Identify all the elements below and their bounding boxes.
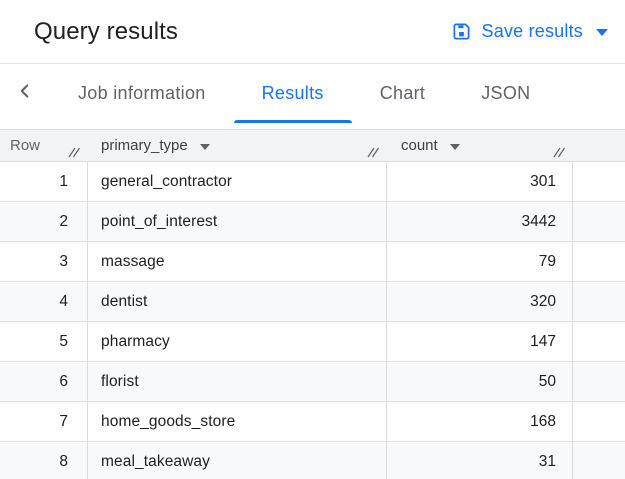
cell-filler xyxy=(573,402,625,441)
table-row: 1 general_contractor 301 xyxy=(0,162,625,202)
cell-count: 79 xyxy=(387,242,573,281)
cell-row-number: 3 xyxy=(0,242,88,281)
table-row: 4 dentist 320 xyxy=(0,282,625,322)
panel-header: Query results Save results xyxy=(0,0,625,64)
resize-handle-icon[interactable] xyxy=(68,147,81,158)
tab-chart[interactable]: Chart xyxy=(379,83,426,103)
table-row: 5 pharmacy 147 xyxy=(0,322,625,362)
cell-filler xyxy=(573,162,625,201)
cell-row-number: 1 xyxy=(0,162,88,201)
cell-primary-type: pharmacy xyxy=(88,322,387,361)
results-table: Row primary_type count xyxy=(0,129,625,479)
table-header-row: Row primary_type count xyxy=(0,129,625,162)
cell-primary-type: massage xyxy=(88,242,387,281)
column-header-filler xyxy=(573,130,625,161)
cell-primary-type: florist xyxy=(88,362,387,401)
save-icon xyxy=(452,22,471,41)
cell-count: 50 xyxy=(387,362,573,401)
column-header-count-label: count xyxy=(401,137,438,154)
column-header-primary-type-label: primary_type xyxy=(101,137,188,154)
table-row: 3 massage 79 xyxy=(0,242,625,282)
table-row: 2 point_of_interest 3442 xyxy=(0,202,625,242)
cell-row-number: 8 xyxy=(0,442,88,479)
cell-count: 320 xyxy=(387,282,573,321)
tab-json[interactable]: JSON xyxy=(481,83,531,103)
sort-caret-icon[interactable] xyxy=(449,143,460,150)
cell-primary-type: general_contractor xyxy=(88,162,387,201)
cell-row-number: 5 xyxy=(0,322,88,361)
save-results-button[interactable]: Save results xyxy=(452,21,608,42)
resize-handle-icon[interactable] xyxy=(367,147,380,158)
cell-filler xyxy=(573,282,625,321)
cell-row-number: 7 xyxy=(0,402,88,441)
cell-filler xyxy=(573,322,625,361)
column-header-count[interactable]: count xyxy=(387,130,573,161)
cell-row-number: 4 xyxy=(0,282,88,321)
column-header-row-label: Row xyxy=(10,137,41,154)
cell-count: 147 xyxy=(387,322,573,361)
cell-row-number: 6 xyxy=(0,362,88,401)
tab-bar: Job information Results Chart JSON xyxy=(0,64,625,129)
table-row: 7 home_goods_store 168 xyxy=(0,402,625,442)
sort-caret-icon[interactable] xyxy=(199,143,210,150)
column-header-primary-type[interactable]: primary_type xyxy=(88,130,387,161)
cell-count: 168 xyxy=(387,402,573,441)
column-header-row: Row xyxy=(0,130,88,161)
cell-row-number: 2 xyxy=(0,202,88,241)
tab-results[interactable]: Results xyxy=(233,64,352,123)
cell-primary-type: dentist xyxy=(88,282,387,321)
table-row: 6 florist 50 xyxy=(0,362,625,402)
cell-count: 301 xyxy=(387,162,573,201)
cell-filler xyxy=(573,202,625,241)
cell-count: 3442 xyxy=(387,202,573,241)
page-title: Query results xyxy=(34,17,179,45)
cell-primary-type: point_of_interest xyxy=(88,202,387,241)
tab-job-information[interactable]: Job information xyxy=(78,83,206,103)
save-results-label: Save results xyxy=(481,21,583,41)
cell-primary-type: meal_takeaway xyxy=(88,442,387,479)
cell-count: 31 xyxy=(387,442,573,479)
resize-handle-icon[interactable] xyxy=(553,147,566,158)
table-row: 8 meal_takeaway 31 xyxy=(0,442,625,479)
cell-filler xyxy=(573,242,625,281)
caret-down-icon xyxy=(596,29,608,36)
cell-filler xyxy=(573,362,625,401)
cell-filler xyxy=(573,442,625,479)
table-body: 1 general_contractor 301 2 point_of_inte… xyxy=(0,162,625,479)
tabs-scroll-left-button[interactable] xyxy=(0,64,50,123)
chevron-left-icon xyxy=(14,80,36,107)
cell-primary-type: home_goods_store xyxy=(88,402,387,441)
